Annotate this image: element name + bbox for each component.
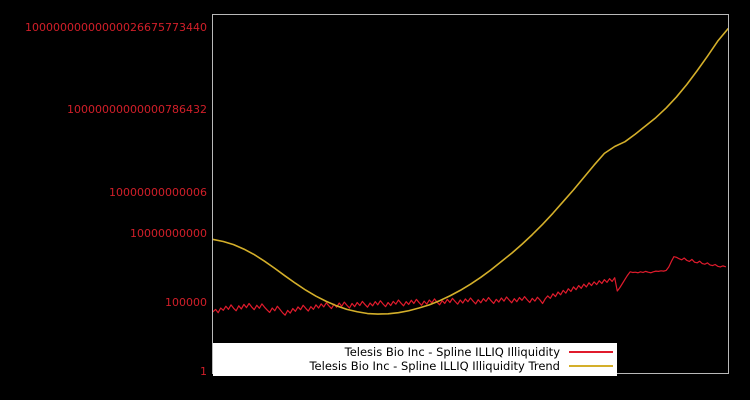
legend-label: Telesis Bio Inc - Spline ILLIQ Illiquidi…	[344, 344, 560, 359]
legend-color-swatch	[569, 365, 613, 367]
legend-entry[interactable]: Telesis Bio Inc - Spline ILLIQ Illiquidi…	[217, 345, 613, 359]
y-tick-label: 1	[200, 365, 207, 378]
series-line-1	[213, 27, 728, 315]
y-axis-tick-labels: 10000000000000026675773440 10000000000000…	[0, 0, 207, 400]
y-tick-label: 10000000000006	[109, 186, 207, 199]
series-line-0	[213, 256, 727, 316]
legend-color-swatch	[569, 351, 613, 353]
legend-entry[interactable]: Telesis Bio Inc - Spline ILLIQ Illiquidi…	[217, 359, 613, 373]
legend-label: Telesis Bio Inc - Spline ILLIQ Illiquidi…	[309, 358, 560, 373]
y-tick-label: 10000000000000026675773440	[25, 20, 207, 34]
y-tick-label: 10000000000	[130, 227, 207, 241]
y-tick-label: 10000000000000786432	[67, 103, 207, 117]
chart-legend: Telesis Bio Inc - Spline ILLIQ Illiquidi…	[213, 343, 617, 376]
plot-svg	[213, 27, 728, 316]
y-tick-label: 100000	[165, 296, 207, 310]
plot-area	[212, 14, 729, 374]
